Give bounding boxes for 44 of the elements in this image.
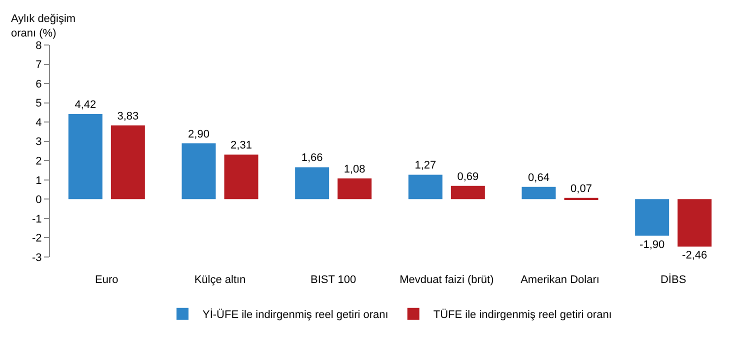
bar	[110, 125, 145, 200]
y-tick-label: 7	[36, 59, 42, 72]
y-tick-label: 5	[36, 98, 42, 110]
x-tick-label: Amerikan Doları	[520, 274, 600, 286]
x-tick-label: DİBS	[660, 273, 686, 286]
data-label: 0,69	[457, 170, 479, 183]
y-tick-label: 8	[36, 40, 42, 52]
x-tick-label: BIST 100	[310, 274, 356, 286]
data-label: -1,90	[640, 238, 665, 251]
data-label: 0,64	[528, 172, 550, 184]
bar	[224, 154, 258, 200]
y-tick-label: 0	[36, 194, 42, 206]
bar	[295, 167, 330, 200]
y-tick-label: 2	[36, 155, 42, 168]
data-label: 2,90	[188, 128, 210, 140]
y-tick-label: 6	[36, 78, 42, 90]
data-label: -2,46	[682, 250, 708, 262]
data-label: 0,07	[570, 182, 592, 195]
y-axis-title: Aylık değişim oranı (%)	[11, 13, 76, 40]
bar	[68, 114, 102, 200]
y-tick-label: -2	[32, 232, 42, 245]
y-tick-label: -3	[32, 252, 42, 264]
y-tick-label: 3	[36, 136, 42, 148]
x-tick-label: Euro	[95, 274, 118, 286]
data-label: 1,66	[301, 152, 323, 164]
data-label: 1,08	[344, 163, 366, 176]
data-label: 2,31	[230, 140, 252, 152]
bar	[635, 199, 670, 236]
legend-label: TÜFE ile indirgenmiş reel getiri oranı	[433, 308, 612, 322]
bar	[338, 178, 372, 200]
y-tick-label: -1	[32, 213, 42, 226]
bar	[450, 186, 485, 200]
y-tick-label: 4	[36, 116, 42, 129]
data-label: 3,83	[117, 110, 139, 122]
bar	[522, 186, 556, 200]
x-tick-label: Mevduat faizi (brüt)	[400, 274, 494, 286]
legend-label: Yİ-ÜFE ile indirgenmiş reel getiri oranı	[202, 308, 388, 322]
bar	[182, 143, 216, 200]
data-label: 1,27	[414, 160, 436, 172]
data-label: 4,42	[74, 99, 96, 111]
y-tick-label: 1	[36, 174, 42, 187]
bar	[678, 199, 712, 247]
bar	[408, 174, 442, 200]
x-tick-label: Külçe altın	[194, 274, 246, 286]
